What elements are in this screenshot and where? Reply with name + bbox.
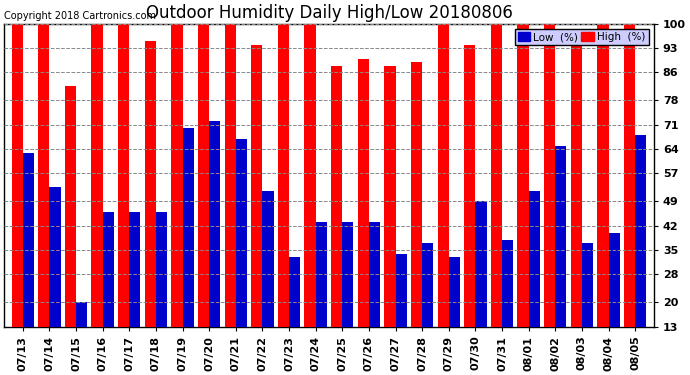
Bar [624, 24, 635, 327]
Bar [251, 45, 262, 327]
Bar [422, 243, 433, 327]
Text: Copyright 2018 Cartronics.com: Copyright 2018 Cartronics.com [4, 11, 156, 21]
Bar [448, 257, 460, 327]
Bar [529, 191, 540, 327]
Bar [357, 58, 369, 327]
Bar [464, 45, 475, 327]
Bar [491, 24, 502, 327]
Bar [598, 24, 609, 327]
Bar [369, 222, 380, 327]
Bar [92, 24, 103, 327]
Bar [635, 135, 647, 327]
Bar [262, 191, 274, 327]
Bar [609, 232, 620, 327]
Bar [555, 146, 566, 327]
Bar [145, 41, 156, 327]
Bar [129, 212, 141, 327]
Bar [183, 128, 194, 327]
Bar [582, 243, 593, 327]
Bar [342, 222, 353, 327]
Bar [156, 212, 167, 327]
Bar [118, 24, 129, 327]
Bar [65, 86, 76, 327]
Bar [103, 212, 114, 327]
Legend: Low  (%), High  (%): Low (%), High (%) [515, 29, 649, 45]
Bar [289, 257, 300, 327]
Bar [384, 66, 395, 327]
Bar [278, 24, 289, 327]
Bar [571, 41, 582, 327]
Bar [437, 24, 448, 327]
Bar [171, 24, 183, 327]
Bar [198, 24, 209, 327]
Bar [315, 222, 327, 327]
Bar [209, 121, 220, 327]
Bar [502, 240, 513, 327]
Bar [76, 302, 87, 327]
Bar [518, 24, 529, 327]
Bar [475, 201, 486, 327]
Bar [395, 254, 406, 327]
Bar [225, 24, 236, 327]
Bar [236, 139, 247, 327]
Bar [544, 24, 555, 327]
Bar [304, 24, 315, 327]
Bar [23, 153, 34, 327]
Bar [12, 24, 23, 327]
Bar [38, 24, 50, 327]
Bar [411, 62, 422, 327]
Bar [50, 188, 61, 327]
Title: Outdoor Humidity Daily High/Low 20180806: Outdoor Humidity Daily High/Low 20180806 [146, 4, 513, 22]
Bar [331, 66, 342, 327]
